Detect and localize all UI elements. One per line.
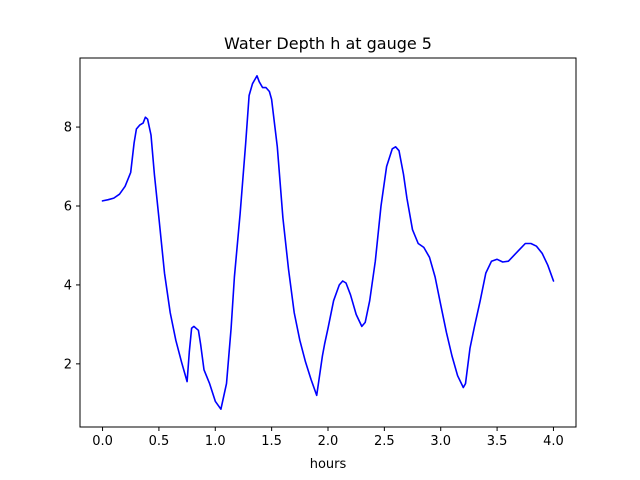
x-tick-label: 1.0 xyxy=(205,434,226,449)
x-tick-label: 0.5 xyxy=(149,434,170,449)
series-line-1 xyxy=(101,75,555,411)
x-tick-label: 3.5 xyxy=(487,434,508,449)
y-tick-label: 6 xyxy=(64,199,72,214)
x-tick-label: 1.5 xyxy=(261,434,282,449)
x-tick-label: 3.0 xyxy=(430,434,451,449)
y-tick-label: 2 xyxy=(64,357,72,372)
x-axis-label: hours xyxy=(310,457,347,472)
x-tick-label: 2.5 xyxy=(374,434,395,449)
plot-area xyxy=(101,75,555,411)
y-tick-label: 8 xyxy=(64,121,72,136)
x-tick-label: 2.0 xyxy=(318,434,339,449)
x-tick-label: 0.0 xyxy=(92,434,113,449)
y-tick-label: 4 xyxy=(64,278,72,293)
x-tick-label: 4.0 xyxy=(543,434,564,449)
chart-title: Water Depth h at gauge 5 xyxy=(224,34,432,53)
axis-ticks: 0.0 0.5 1.0 1.5 2.0 2.5 3.0 3.5 4.0 2 4 6 8 xyxy=(64,121,564,449)
axes-frame xyxy=(79,57,577,428)
